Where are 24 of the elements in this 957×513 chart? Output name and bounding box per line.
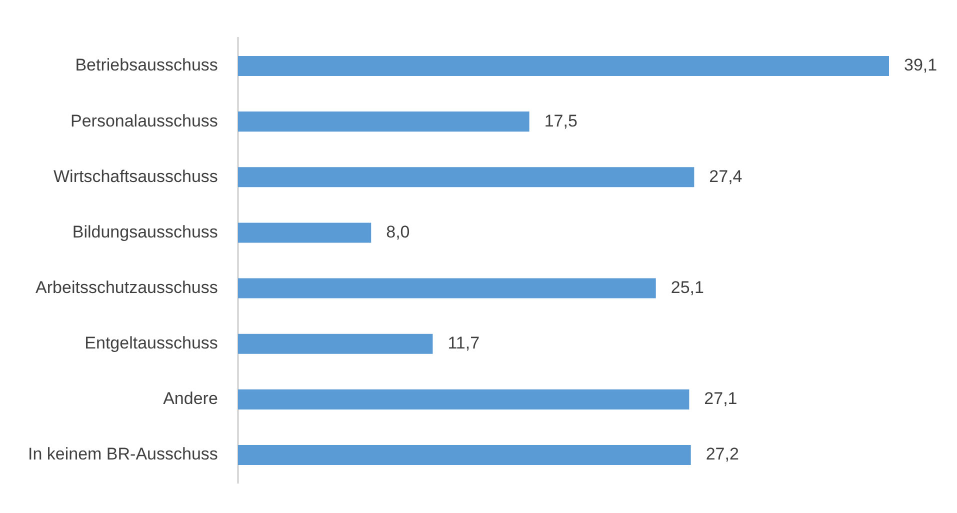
data-label: 11,7	[448, 334, 480, 353]
data-label: 8,0	[386, 222, 410, 242]
bar	[238, 389, 690, 410]
bar	[238, 112, 530, 132]
y-tick-label: Wirtschaftsausschuss	[54, 166, 218, 186]
bar	[238, 222, 372, 243]
bar	[238, 445, 691, 466]
y-tick-label: Betriebsausschuss	[75, 56, 218, 75]
y-tick-label: Entgeltausschuss	[84, 334, 218, 353]
bar	[238, 167, 694, 188]
bar	[238, 334, 433, 354]
y-tick-label: Andere	[163, 389, 218, 408]
data-label: 27,1	[704, 389, 738, 408]
data-label: 39,1	[904, 56, 938, 75]
bar	[238, 56, 889, 76]
data-label: 27,4	[709, 166, 742, 186]
bar	[238, 278, 656, 298]
data-label: 27,2	[706, 444, 739, 464]
y-tick-label: Personalausschuss	[70, 111, 218, 130]
y-tick-label: Bildungsausschuss	[72, 222, 218, 242]
y-tick-label: In keinem BR-Ausschuss	[28, 444, 218, 464]
data-label: 25,1	[670, 278, 704, 297]
y-tick-label: Arbeitsschutzausschuss	[36, 278, 218, 297]
data-label: 17,5	[544, 111, 578, 130]
